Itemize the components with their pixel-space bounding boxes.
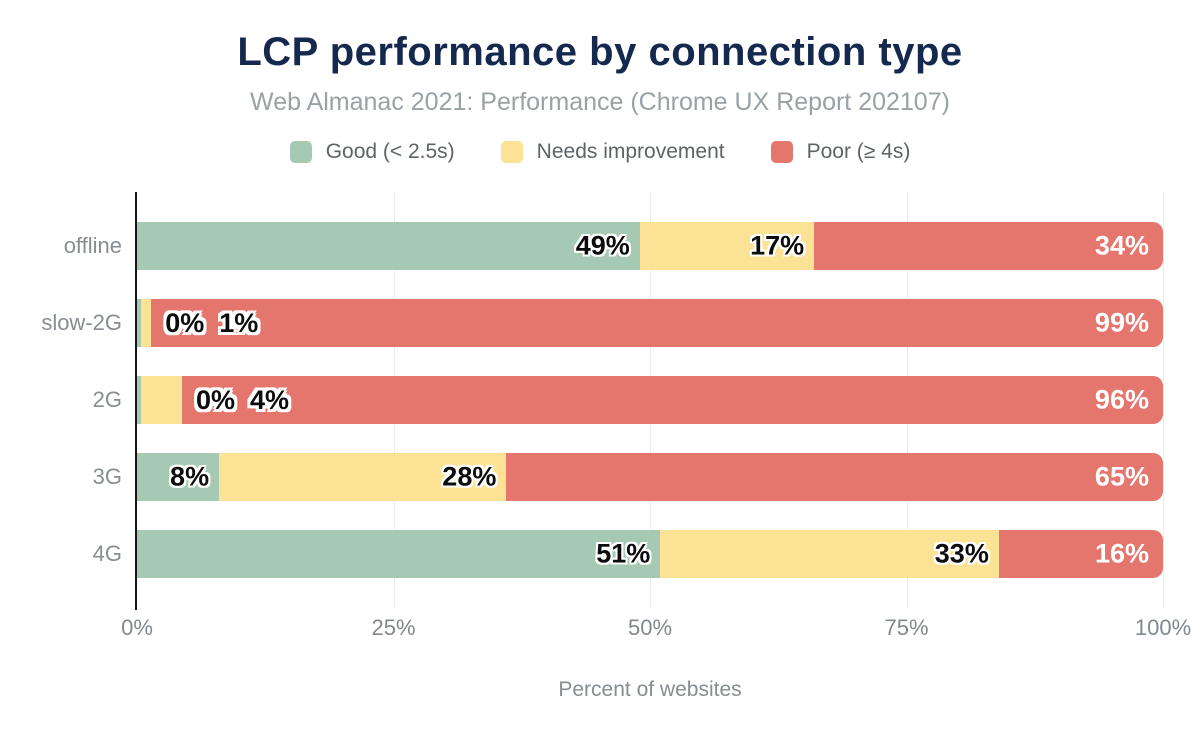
- bar-value-label: 0%: [165, 307, 205, 338]
- bar-segment: [140, 299, 151, 347]
- bar-value-label: 28%: [442, 461, 497, 492]
- y-axis-category-label: 4G: [92, 541, 122, 566]
- bar-value-label: 51%: [596, 538, 651, 569]
- bar-value-label: 0%: [195, 384, 236, 415]
- bar-value-label: 1%: [219, 307, 259, 338]
- legend-item-good: Good (< 2.5s): [289, 140, 455, 164]
- y-axis-category-label: 3G: [92, 464, 122, 489]
- bar-segment: 49%: [137, 222, 640, 270]
- chart-title: LCP performance by connection type: [237, 30, 963, 74]
- legend: Good (< 2.5s) Needs improvement Poor (≥ …: [0, 140, 1200, 164]
- bar-value-label-group: 0% 1%: [165, 299, 258, 347]
- bar-segment: 96%: [181, 376, 1163, 424]
- legend-label: Poor (≥ 4s): [806, 140, 911, 163]
- stacked-bar-offline: 49% 17% 34%: [137, 222, 1163, 270]
- x-tick-label: 75%: [884, 615, 929, 640]
- bar-segment: 33%: [660, 530, 999, 578]
- x-tick-label: 25%: [371, 615, 416, 640]
- bar-value-label-group: 0% 4%: [196, 376, 289, 424]
- x-tick-label: 0%: [121, 615, 153, 640]
- y-axis-category-label: offline: [63, 233, 122, 258]
- bar-segment: 65%: [506, 453, 1163, 501]
- bar-segment: 99%: [150, 299, 1163, 347]
- x-axis-title: Percent of websites: [558, 678, 742, 701]
- bar-segment: [137, 299, 141, 347]
- chart-subtitle: Web Almanac 2021: Performance (Chrome UX…: [250, 88, 950, 116]
- legend-item-poor: Poor (≥ 4s): [770, 140, 911, 164]
- bar-segment: [137, 376, 141, 424]
- needs-improvement-swatch-icon: [500, 141, 523, 163]
- bar-value-label: 34%: [1094, 230, 1149, 261]
- legend-label: Needs improvement: [536, 140, 725, 163]
- bar-value-label: 17%: [750, 230, 805, 261]
- legend-item-needs-improvement: Needs improvement: [500, 140, 725, 164]
- bar-segment: [140, 376, 182, 424]
- poor-swatch-icon: [770, 141, 793, 163]
- bar-value-label: 16%: [1094, 538, 1149, 569]
- y-axis-line: [135, 192, 137, 610]
- bar-value-label: 96%: [1094, 384, 1149, 415]
- y-axis-category-label: slow-2G: [41, 310, 122, 335]
- legend-label: Good (< 2.5s): [325, 140, 455, 163]
- x-tick-label: 100%: [1134, 615, 1192, 640]
- bar-value-label: 8%: [170, 461, 210, 492]
- y-axis-category-label: 2G: [92, 387, 122, 412]
- stacked-bar-3G: 8% 28% 65%: [137, 453, 1163, 501]
- good-swatch-icon: [289, 141, 312, 163]
- bar-segment: 8%: [137, 453, 220, 501]
- bar-value-label: 4%: [250, 384, 290, 415]
- stacked-bar-slow-2G: 99% 0% 1%: [137, 299, 1163, 347]
- bar-value-label: 49%: [575, 230, 630, 261]
- bar-segment: 34%: [814, 222, 1163, 270]
- x-tick-label: 50%: [627, 615, 673, 640]
- bar-value-label: 99%: [1094, 307, 1149, 338]
- stacked-bar-4G: 51% 33% 16%: [137, 530, 1163, 578]
- bar-value-label: 33%: [934, 538, 989, 569]
- plot-area: 49% 17% 34% 99% 0% 1% 96% 0% 4% 8% 28% 65% 51% 33% 16%: [135, 192, 1164, 610]
- bar-segment: 28%: [219, 453, 507, 501]
- bar-value-label: 65%: [1094, 461, 1149, 492]
- stacked-bar-2G: 96% 0% 4%: [137, 376, 1163, 424]
- bar-segment: 16%: [998, 530, 1163, 578]
- bar-segment: 51%: [137, 530, 661, 578]
- bar-segment: 17%: [639, 222, 815, 270]
- gridline: [1163, 192, 1164, 608]
